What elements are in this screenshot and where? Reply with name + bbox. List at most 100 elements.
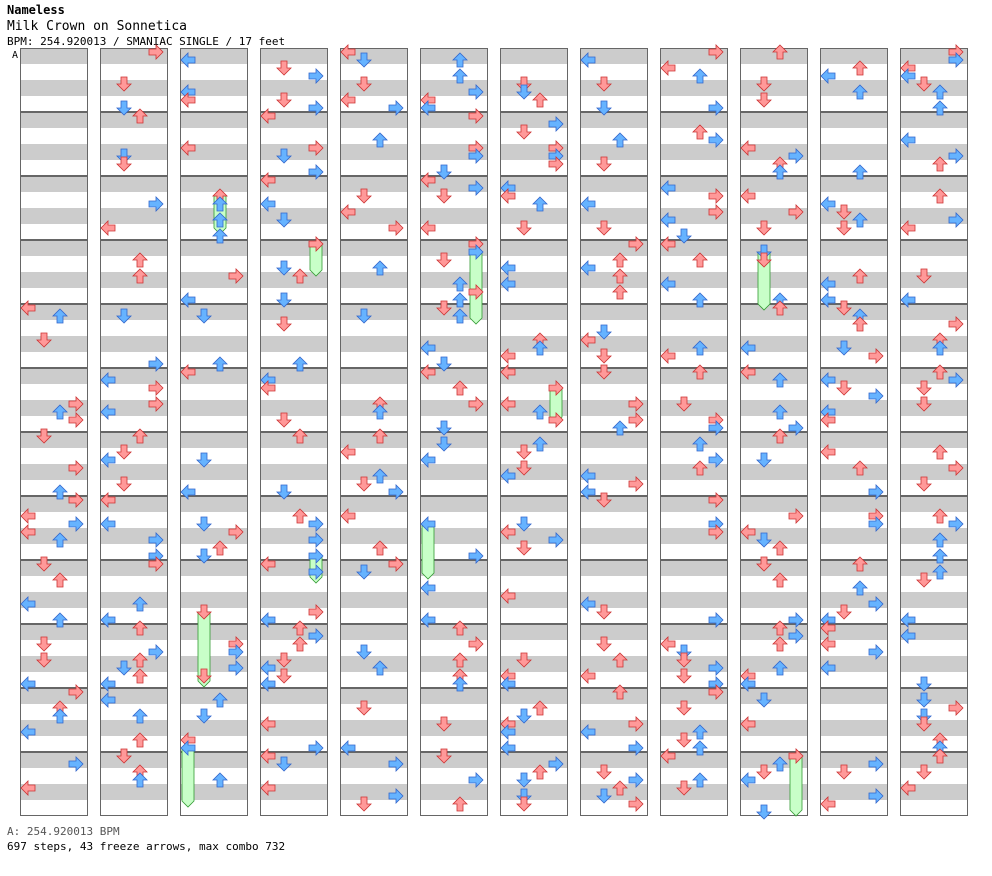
measure-border [660,688,728,752]
right-arrow-icon [228,660,244,676]
measure-border [580,560,648,624]
down-arrow-icon [596,348,612,364]
down-arrow-icon [516,84,532,100]
beat-stripe [100,240,168,256]
left-arrow-icon [500,260,516,276]
left-arrow-icon [660,236,676,252]
up-arrow-icon [452,52,468,68]
up-arrow-icon [692,68,708,84]
measure-border [740,752,808,816]
beat-stripe [20,272,88,288]
down-arrow-icon [596,156,612,172]
right-arrow-icon [308,628,324,644]
up-arrow-icon [52,612,68,628]
measure-border [20,112,88,176]
down-arrow-icon [516,652,532,668]
beat-stripe [260,48,328,64]
right-arrow-icon [308,516,324,532]
beat-stripe [580,528,648,544]
measure-border [20,304,88,368]
measure-border [500,176,568,240]
beat-stripe [180,752,248,768]
up-arrow-icon [212,540,228,556]
right-arrow-icon [708,132,724,148]
right-arrow-icon [308,100,324,116]
right-arrow-icon [708,452,724,468]
up-arrow-icon [212,212,228,228]
beat-stripe [740,336,808,352]
down-arrow-icon [356,52,372,68]
measure-border [660,496,728,560]
down-arrow-icon [916,476,932,492]
beat-stripe [20,592,88,608]
beat-stripe [660,144,728,160]
right-arrow-icon [628,740,644,756]
up-arrow-icon [772,372,788,388]
left-arrow-icon [420,516,436,532]
chart-column [900,48,968,816]
beat-stripe [420,752,488,768]
right-arrow-icon [708,612,724,628]
beat-stripe [260,208,328,224]
up-arrow-icon [772,404,788,420]
beat-stripe [580,464,648,480]
up-arrow-icon [212,692,228,708]
beat-stripe [260,272,328,288]
left-arrow-icon [20,676,36,692]
left-arrow-icon [180,740,196,756]
right-arrow-icon [388,556,404,572]
up-arrow-icon [452,620,468,636]
measure-border [740,432,808,496]
beat-stripe [580,656,648,672]
right-arrow-icon [868,756,884,772]
beat-stripe [740,560,808,576]
up-arrow-icon [372,260,388,276]
down-arrow-icon [196,516,212,532]
measure-border [500,624,568,688]
left-arrow-icon [740,676,756,692]
up-arrow-icon [292,620,308,636]
beat-stripe [660,560,728,576]
beat-stripe [180,176,248,192]
left-arrow-icon [900,780,916,796]
left-arrow-icon [580,668,596,684]
beat-stripe [420,784,488,800]
up-arrow-icon [692,340,708,356]
measure-border [340,624,408,688]
up-arrow-icon [52,572,68,588]
beat-stripe [820,464,888,480]
down-arrow-icon [676,700,692,716]
up-arrow-icon [612,652,628,668]
up-arrow-icon [932,84,948,100]
up-arrow-icon [772,660,788,676]
down-arrow-icon [436,300,452,316]
beat-stripe [260,720,328,736]
measure-border [900,560,968,624]
beat-stripe [740,48,808,64]
down-arrow-icon [836,380,852,396]
down-arrow-icon [676,644,692,660]
beat-stripe [500,688,568,704]
up-arrow-icon [932,532,948,548]
measure-border [180,112,248,176]
beat-stripe [100,432,168,448]
up-arrow-icon [772,540,788,556]
measure-border [180,368,248,432]
beat-stripe [180,464,248,480]
left-arrow-icon [180,52,196,68]
measure-border [260,304,328,368]
beat-stripe [740,432,808,448]
beat-stripe [500,656,568,672]
right-arrow-icon [788,148,804,164]
left-arrow-icon [260,612,276,628]
right-arrow-icon [868,644,884,660]
right-arrow-icon [388,788,404,804]
measure-border [900,240,968,304]
measure-border [340,304,408,368]
beat-stripe [100,688,168,704]
right-arrow-icon [708,188,724,204]
beat-stripe [660,80,728,96]
measure-border [420,48,488,112]
beat-stripe [820,720,888,736]
measure-border [900,176,968,240]
